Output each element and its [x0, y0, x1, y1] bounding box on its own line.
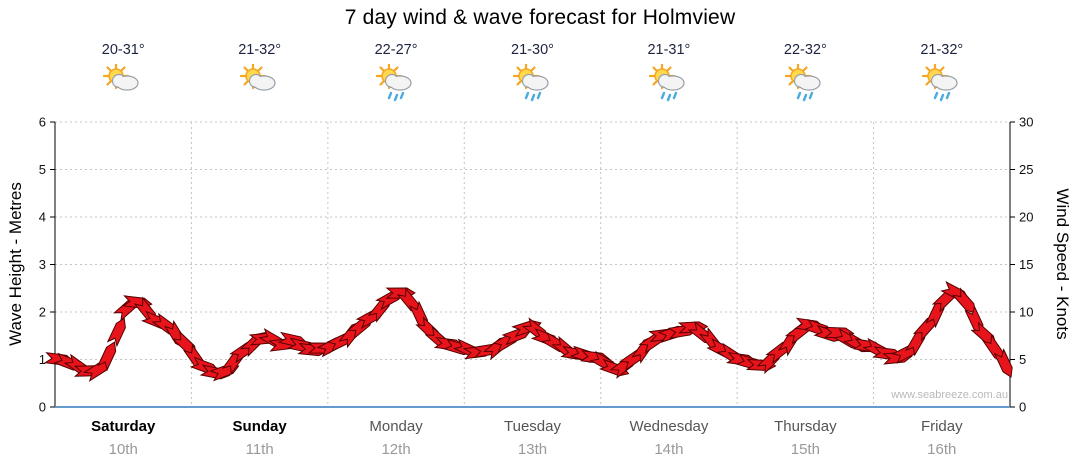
weather-icon [374, 62, 418, 104]
sun-cloud-rain-icon [512, 62, 549, 102]
left-tick-label: 4 [39, 210, 46, 225]
day-date: 12th [381, 441, 411, 458]
wind-arrow [951, 287, 976, 314]
wind-arrow [106, 317, 126, 348]
axes: 0 1 2 3 4 5 6 0 5 10 15 20 25 30 [39, 115, 1034, 415]
day-date: 13th [517, 441, 548, 458]
weather-icon [238, 62, 282, 104]
day-date: 14th [654, 441, 684, 458]
left-tick-label: 3 [39, 257, 46, 272]
sun-cloud-rain-icon [785, 62, 821, 102]
day-temperature: 20-31° [101, 42, 145, 58]
weather-icon [783, 62, 827, 104]
left-axis-title: Wave Height - Metres [6, 182, 25, 346]
wind-arrow-series [43, 280, 1013, 382]
right-tick-label: 20 [1019, 210, 1033, 225]
gridlines [55, 121, 1010, 407]
wind-arrow [964, 305, 984, 336]
left-tick-label: 6 [39, 115, 46, 130]
weather-icon [511, 62, 555, 104]
wind-arrow [408, 300, 428, 331]
left-tick-label: 5 [39, 162, 46, 177]
day-date: 16th [927, 441, 957, 458]
day-name: Thursday [774, 418, 837, 435]
day-temperature: 21-31° [647, 42, 691, 58]
weather-icon [920, 62, 964, 104]
left-tick-label: 2 [39, 305, 46, 320]
watermark: www.seabreeze.com.au [891, 389, 1008, 401]
day-temperature: 21-32° [238, 42, 282, 58]
weather-icon [101, 62, 145, 104]
right-tick-label: 0 [1019, 400, 1026, 415]
right-tick-label: 10 [1019, 305, 1033, 320]
day-name: Sunday [232, 418, 287, 435]
sun-cloud-icon [239, 62, 276, 91]
left-tick-label: 1 [39, 352, 46, 367]
right-tick-label: 15 [1019, 257, 1033, 272]
right-tick-label: 5 [1019, 352, 1026, 367]
right-axis-title: Wind Speed - Knots [1053, 188, 1072, 340]
sun-cloud-icon [103, 62, 139, 91]
day-name: Friday [920, 418, 963, 435]
day-date: 10th [108, 441, 138, 458]
day-date: 15th [790, 441, 820, 458]
day-name: Wednesday [629, 418, 709, 435]
day-temperature: 22-32° [783, 42, 827, 58]
day-temperature: 21-32° [920, 42, 964, 58]
left-tick-label: 0 [39, 400, 46, 415]
day-temperature: 22-27° [374, 42, 418, 58]
chart-title: 7 day wind & wave forecast for Holmview [344, 6, 736, 29]
sun-cloud-rain-icon [648, 62, 685, 102]
day-temperature: 21-30° [511, 42, 554, 58]
day-name: Monday [369, 418, 423, 435]
day-name: Tuesday [504, 418, 561, 435]
weather-icon [647, 62, 691, 104]
right-tick-label: 30 [1019, 115, 1033, 130]
right-tick-label: 25 [1019, 162, 1033, 177]
day-date: 11th [245, 441, 274, 458]
day-name: Saturday [91, 418, 156, 435]
wind-arrow [993, 348, 1013, 378]
sun-cloud-rain-icon [921, 62, 958, 102]
wind-arrow [925, 298, 945, 329]
sun-cloud-rain-icon [375, 62, 412, 102]
wind-arrow [97, 341, 117, 372]
